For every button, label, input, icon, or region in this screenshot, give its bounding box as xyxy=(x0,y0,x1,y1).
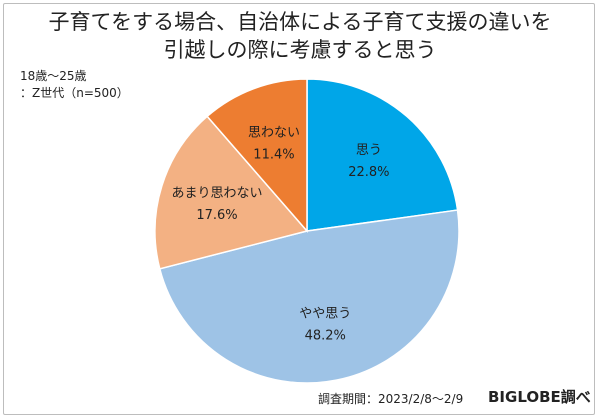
pie-slice-value-0: 22.8% xyxy=(348,165,389,180)
chart-title: 子育てをする場合、自治体による子育て支援の違いを 引越しの際に考慮すると思う xyxy=(0,8,600,64)
pie-slice-0 xyxy=(306,78,459,232)
sample-note: 18歳〜25歳 ：Z世代（n=500） xyxy=(20,68,129,102)
pie-slice-1 xyxy=(158,209,460,384)
pie-slice-label-1: やや思う xyxy=(299,306,351,321)
sample-note-count: ：Z世代（n=500） xyxy=(20,86,129,100)
pie-slice-2 xyxy=(154,115,309,270)
survey-period: 調査期間：2023/2/8〜2/9 xyxy=(318,392,464,406)
pie-slice-label-3: 思わない xyxy=(248,126,300,141)
chart-title-line-1: 子育てをする場合、自治体による子育て支援の違いを xyxy=(48,10,552,34)
chart-title-line-2: 引越しの際に考慮すると思う xyxy=(163,38,437,62)
pie-slice-label-2: あまり思わない xyxy=(172,186,263,201)
pie-slice-label-0: 思う xyxy=(356,143,382,158)
pie-slice-value-3: 11.4% xyxy=(253,148,294,163)
pie-slice-3 xyxy=(206,78,308,234)
chart-frame xyxy=(3,3,595,415)
pie-slice-value-1: 48.2% xyxy=(305,328,346,343)
source-credit: BIGLOBE調べ xyxy=(488,388,591,406)
pie-slice-value-2: 17.6% xyxy=(196,208,237,223)
sample-note-age: 18歳〜25歳 xyxy=(20,69,87,83)
